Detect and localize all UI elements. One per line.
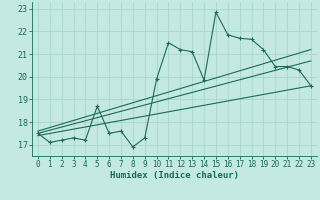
X-axis label: Humidex (Indice chaleur): Humidex (Indice chaleur) xyxy=(110,171,239,180)
